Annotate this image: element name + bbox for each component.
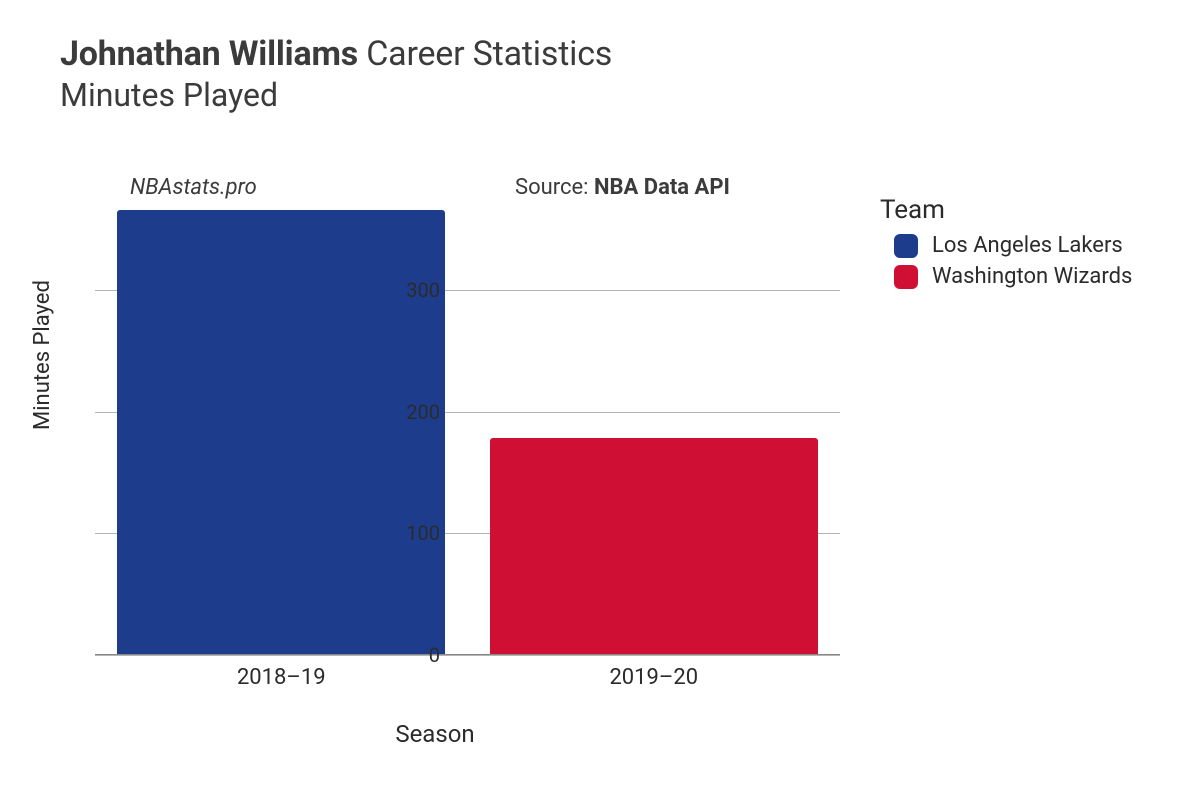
y-tick-label: 300 <box>390 278 440 302</box>
source-attribution: Source: NBA Data API <box>515 175 730 200</box>
legend-title: Team <box>880 195 1132 225</box>
watermark-text: NBAstats.pro <box>130 175 257 200</box>
y-axis-title: Minutes Played <box>30 280 55 430</box>
source-name: NBA Data API <box>594 175 730 200</box>
title-block: Johnathan Williams Career Statistics Min… <box>60 34 612 114</box>
y-tick-label: 200 <box>390 400 440 424</box>
x-tick-label: 2018–19 <box>237 665 326 690</box>
bar <box>490 438 818 654</box>
x-axis-title: Season <box>395 720 474 748</box>
legend-swatch <box>894 265 918 289</box>
chart-stage: Johnathan Williams Career Statistics Min… <box>0 0 1200 800</box>
legend-item: Washington Wizards <box>880 264 1132 289</box>
bar <box>117 210 445 654</box>
title-player-name: Johnathan Williams <box>60 34 358 74</box>
legend-label: Washington Wizards <box>932 264 1132 289</box>
legend-label: Los Angeles Lakers <box>932 233 1123 258</box>
legend-item: Los Angeles Lakers <box>880 233 1132 258</box>
plot-area: 2018–192019–20 <box>95 205 840 655</box>
y-tick-label: 100 <box>390 521 440 545</box>
grid-line <box>95 655 840 656</box>
y-tick-label: 0 <box>390 643 440 667</box>
chart-subtitle: Minutes Played <box>60 76 612 114</box>
title-suffix: Career Statistics <box>358 34 612 74</box>
legend-swatch <box>894 234 918 258</box>
x-tick-label: 2019–20 <box>609 665 698 690</box>
source-prefix: Source: <box>515 175 594 200</box>
chart-title: Johnathan Williams Career Statistics <box>60 34 612 74</box>
legend: Team Los Angeles Lakers Washington Wizard… <box>880 195 1132 295</box>
